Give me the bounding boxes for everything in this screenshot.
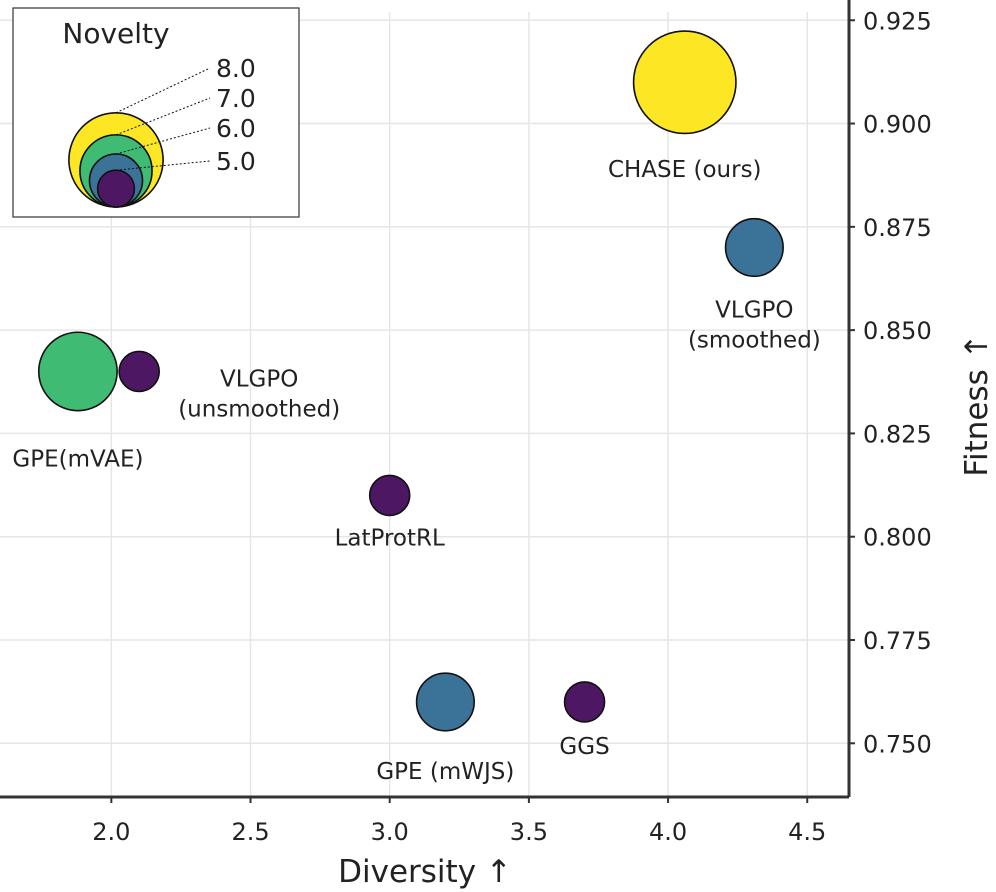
point-label: GPE (mWJS) [376,759,514,785]
y-tick-labels: 0.750 0.775 0.800 0.825 0.850 0.875 0.900 0.925 [849,7,932,758]
x-tick-label: 3.0 [371,818,409,846]
legend-leader-line [115,97,211,136]
y-tick-label: 0.850 [863,317,932,345]
point-label: LatProtRL [335,525,445,551]
y-axis-title: Fitness ↑ [959,333,995,476]
legend-label: 7.0 [216,84,256,113]
novelty-legend: Novelty 8.07.06.0 5.0 [12,7,300,218]
legend-label: 6.0 [216,114,256,143]
data-points [37,30,784,732]
point-label: GPE(mVAE) [12,446,143,472]
data-point [37,331,118,412]
data-point [724,217,784,278]
y-tick-label: 0.825 [863,420,932,448]
data-point [415,672,475,732]
legend-label: 8.0 [216,54,256,83]
x-tick-label: 4.5 [788,818,826,846]
y-tick-label: 0.800 [863,524,932,552]
legend-circle [96,169,136,208]
data-point [118,350,160,393]
legend-title: Novelty [62,17,169,50]
point-label: GGS [559,734,609,760]
y-tick-label: 0.775 [863,627,932,655]
x-tick-label: 2.5 [231,818,269,846]
y-tick-label: 0.925 [863,7,932,35]
data-point [368,474,411,517]
axes [0,0,851,799]
y-tick-label: 0.750 [863,730,932,758]
x-axis-title: Diversity ↑ [338,854,512,890]
data-point [563,681,606,723]
point-label: VLGPO (unsmoothed) [178,366,340,422]
x-tick-label: 2.0 [92,818,130,846]
legend-leader-line [115,127,211,155]
x-tick-labels: 2.0 2.5 3.0 3.5 4.0 4.5 [92,797,826,846]
point-label: VLGPO (smoothed) [688,298,821,354]
point-label: CHASE (ours) [608,157,762,183]
legend-label: 5.0 [216,147,256,176]
legend-leader-line [115,67,211,114]
y-tick-label: 0.875 [863,214,932,242]
y-tick-label: 0.900 [863,111,932,139]
x-tick-label: 3.5 [510,818,548,846]
data-point [632,30,737,135]
x-tick-label: 4.0 [649,818,687,846]
point-labels: CHASE (ours) VLGPO (smoothed) GPE(mVAE) VLGP… [12,157,820,785]
